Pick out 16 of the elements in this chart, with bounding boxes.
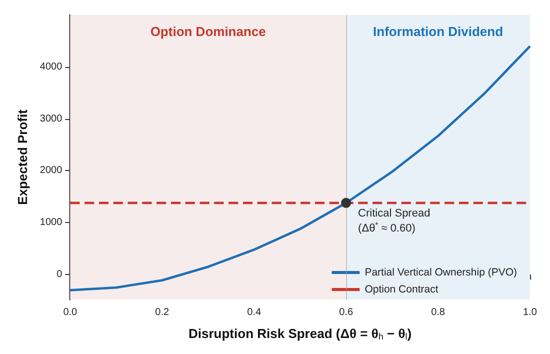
x-tick-label: 0.4 xyxy=(247,307,262,318)
y-tick-label: 3000 xyxy=(40,113,63,124)
band-label: Information Dividend xyxy=(373,24,504,39)
x-tick-label: 0.2 xyxy=(155,307,170,318)
x-tick-label: 1.0 xyxy=(523,307,538,318)
y-tick-label: 1000 xyxy=(40,217,63,228)
legend-label: Option Contract xyxy=(364,284,438,296)
y-axis-title: Expected Profit xyxy=(15,108,30,205)
band-label: Option Dominance xyxy=(150,24,266,39)
x-tick-label: 0.0 xyxy=(63,307,78,318)
y-tick-label: 4000 xyxy=(40,61,63,72)
legend-label: Partial Vertical Ownership (PVO) xyxy=(364,266,518,278)
x-tick-label: 0.6 xyxy=(339,307,354,318)
x-tick-label: 0.8 xyxy=(431,307,446,318)
y-tick-label: 2000 xyxy=(40,165,63,176)
y-tick-label: 0 xyxy=(56,269,63,280)
